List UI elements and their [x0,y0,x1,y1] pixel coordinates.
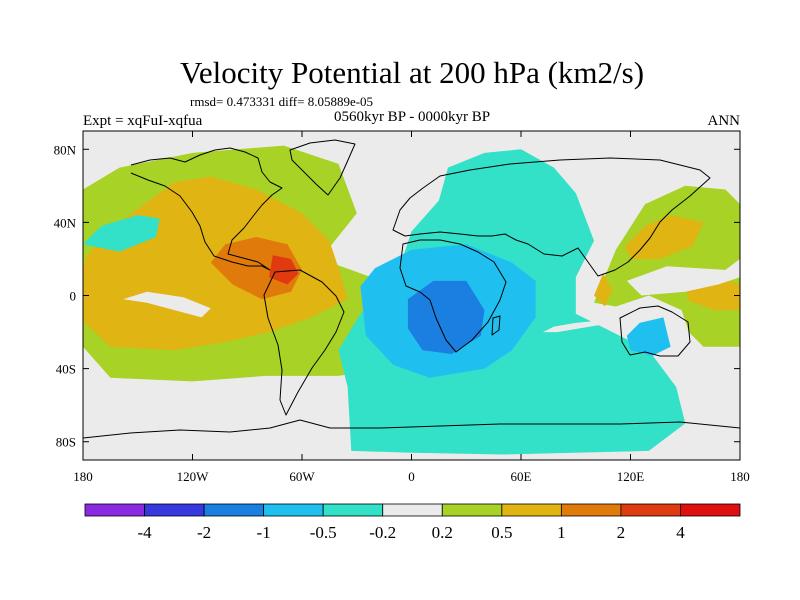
field-region-north-pacific-weak-neg [83,215,160,252]
x-tick-label-1: 120W [177,469,210,484]
coastline-australia [619,305,691,357]
coastline-africa [399,239,507,353]
colorbar-swatch-5 [382,503,443,517]
colorbar-swatch-6 [441,503,503,517]
period-label: 0560kyr BP - 0000kyr BP [334,109,490,125]
coastline-north-america [130,147,283,271]
coastline-madagascar [491,315,501,336]
stats-label: rmsd= 0.473331 diff= 8.05889e-05 [190,94,373,109]
chart-title: Velocity Potential at 200 hPa (km2/s) [180,55,644,90]
colorbar-label-9: 4 [676,523,685,542]
colorbar-swatch-10 [680,503,741,517]
field-region-southern-ocean-neutral [83,383,361,433]
field-region-east-asia-positive [594,185,740,347]
x-tick-label-3: 0 [408,469,415,484]
colorbar-swatch-1 [144,503,205,517]
colorbar-label-5: 0.2 [432,523,453,542]
colorbar-label-8: 2 [617,523,626,542]
colorbar-label-1: -2 [197,523,211,542]
colorbar: -4 -2 -1 -0.5 -0.2 0.2 0.5 1 2 4 [84,503,741,542]
colorbar-label-2: -1 [257,523,271,542]
x-tick-label-2: 60W [289,469,315,484]
field-regions [83,145,740,455]
colorbar-swatch-8 [560,503,622,517]
coastline-greenland [289,139,356,196]
x-tick-label-6: 180 [730,469,750,484]
experiment-label: Expt = xqFuI-xqfua [83,113,203,129]
colorbar-label-3: -0.5 [310,523,337,542]
y-tick-label-3: 40S [56,362,76,377]
field-region-caribbean-core [269,255,299,285]
field-region-south-pacific-neutral [123,291,211,318]
x-tick-label-0: 180 [73,469,93,484]
field-region-indian-ocean-neutral-streak [542,321,602,333]
coastline-eurasia [392,157,711,277]
colorbar-label-7: 1 [557,523,566,542]
coastlines [83,139,740,439]
field-region-africa-negative-core [407,280,485,354]
colorbar-label-0: -4 [137,523,152,542]
y-tick-label-1: 40N [54,215,77,230]
field-region-indochina-positive-2 [594,273,613,307]
colorbar-swatch-7 [501,503,562,517]
x-tick-label-4: 60E [511,469,532,484]
colorbar-swatch-9 [620,503,681,517]
colorbar-swatch-3 [263,503,324,517]
colorbar-label-6: 0.5 [491,523,512,542]
coastline-south-america [263,269,345,416]
y-tick-label-2: 0 [70,289,77,304]
field-region-east-asia-positive-2 [625,215,704,259]
y-tick-label-4: 80S [56,435,76,450]
colorbar-swatch-2 [203,503,265,517]
y-tick-label-0: 80N [54,142,77,157]
colorbar-swatch-4 [322,503,384,517]
map-axes: 180 120W 60W 0 60E 120E 180 80N 40N 0 40S 80S [54,131,750,484]
season-label: ANN [708,113,741,129]
coastline-antarctica [83,419,740,439]
field-region-caribbean-positive-max [210,237,302,300]
x-tick-label-5: 120E [617,469,645,484]
map-frame [82,130,741,461]
field-region-maritime-weak-negative [626,317,671,356]
colorbar-label-4: -0.2 [369,523,396,542]
colorbar-swatch-0 [84,503,145,517]
field-region-tropical-neutral-wedge [626,258,740,296]
